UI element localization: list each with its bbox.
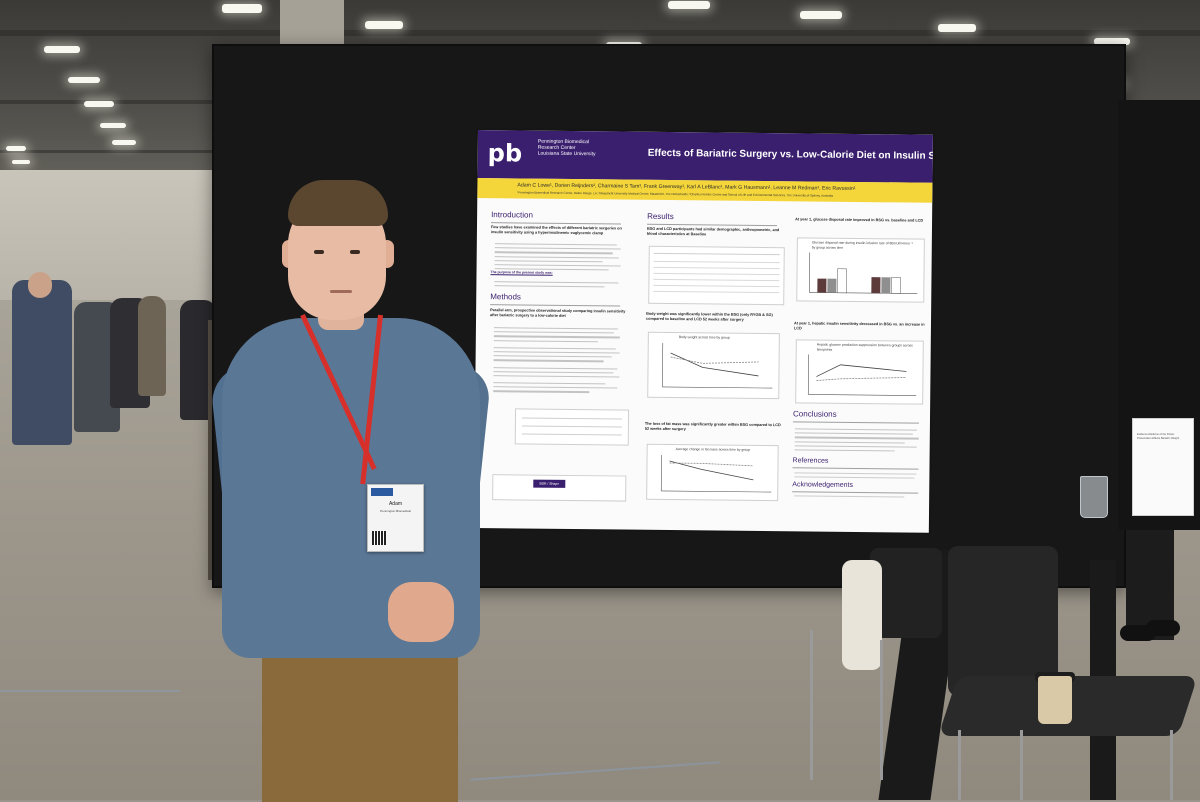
ceiling-light [84, 101, 114, 107]
coffee-cup [1038, 676, 1072, 724]
org-line: Louisiana State University [538, 151, 638, 158]
research-poster: pb Pennington Biomedical Research Center… [474, 130, 933, 533]
name-badge: Adam Pennington Biomedical [367, 484, 424, 552]
hepatic-heading: At year 1, hepatic insulin sensitivity d… [794, 321, 928, 332]
presenter-eye [314, 250, 324, 254]
ack-line [794, 495, 904, 497]
purpose-bullets [494, 278, 624, 291]
results-fat-mass: The loss of fat mass was significantly g… [645, 422, 785, 433]
ceiling-light [112, 140, 136, 145]
ceiling-light [44, 46, 80, 53]
floor-marking [0, 690, 180, 692]
draped-jacket [842, 560, 882, 670]
org-logo: pb [488, 136, 536, 171]
adjacent-poster-sign: Evidence-Medicine of the Poster Presenta… [1132, 418, 1194, 516]
glucose-disposal-chart: Glucose disposal rate during insulin inf… [796, 237, 925, 302]
shoe [1146, 620, 1180, 636]
study-design-box: BSR / Shape [533, 480, 565, 488]
heading-rule [491, 222, 621, 225]
chair-leg [1020, 730, 1023, 800]
ceiling-light [6, 146, 26, 151]
acknowledgements-heading: Acknowledgements [792, 481, 853, 489]
conclusion-lines [795, 425, 921, 454]
methods-bullets [493, 324, 624, 396]
ceiling-light [800, 11, 842, 19]
badge-logo [371, 488, 393, 496]
badge-name: Adam [368, 501, 423, 507]
reference-lines [794, 469, 920, 482]
intro-lead: Few studies have examined the effects of… [491, 225, 631, 236]
ceiling-light [12, 160, 30, 164]
ceiling-light [938, 24, 976, 32]
study-timeline-figure [515, 408, 629, 445]
hepatic-plot [796, 340, 923, 403]
ceiling-light [68, 77, 100, 83]
fat-mass-plot [647, 445, 778, 500]
plastic-cup [1080, 476, 1108, 518]
ceiling-light [365, 21, 403, 29]
hepatic-chart: Hepatic glucose production suppression b… [795, 339, 924, 404]
demographics-table [648, 246, 785, 305]
badge-qr-code [372, 531, 386, 545]
conclusions-heading: Conclusions [793, 409, 837, 418]
attendee-head [28, 272, 52, 298]
results-lead: BSG and LCD participants had similar dem… [647, 227, 787, 238]
heading-rule [647, 224, 777, 227]
ceiling-light [668, 1, 710, 9]
badge-affiliation: Pennington Biomedical [368, 509, 423, 513]
body-weight-chart: Body weight across time by group [647, 332, 780, 399]
presenter-mouth [330, 290, 352, 293]
heading-rule [793, 421, 919, 424]
methods-lead: Parallel arm, prospective observational … [490, 308, 630, 319]
intro-bullets [495, 240, 625, 274]
presenter-hair [288, 180, 388, 226]
heading-rule [490, 304, 620, 307]
methods-heading: Methods [490, 292, 521, 301]
chair-leg [958, 730, 961, 800]
presenter-hands [388, 582, 454, 642]
results-heading: Results [647, 212, 674, 221]
study-design-figure: BSR / Shape [492, 474, 626, 501]
results-body-weight: Body weight was significantly lower with… [646, 312, 786, 323]
fat-mass-chart: Average change in fat mass across time b… [646, 444, 779, 501]
ceiling-light [100, 123, 126, 128]
references-heading: References [793, 457, 829, 464]
heading-rule [792, 491, 918, 494]
ceiling-truss [0, 150, 220, 153]
attendee [12, 280, 72, 445]
purpose-heading: The purpose of the present study was: [490, 270, 630, 276]
intro-heading: Introduction [491, 210, 533, 219]
presenter-eye [350, 250, 360, 254]
ceiling-light [222, 4, 262, 13]
chair-leg [880, 640, 883, 780]
glucose-bar-plot [797, 238, 924, 301]
chair-leg [1170, 730, 1173, 800]
attendee [138, 296, 166, 396]
ceiling-truss [0, 30, 1200, 36]
sign-text: Evidence-Medicine of the Poster Presenta… [1137, 433, 1189, 440]
glucose-heading: At year 1, glucose disposal rate improve… [795, 217, 929, 223]
org-name: Pennington Biomedical Research Center Lo… [538, 139, 638, 159]
body-weight-plot [648, 333, 779, 398]
chair-leg [810, 630, 813, 780]
pillar [280, 0, 344, 50]
